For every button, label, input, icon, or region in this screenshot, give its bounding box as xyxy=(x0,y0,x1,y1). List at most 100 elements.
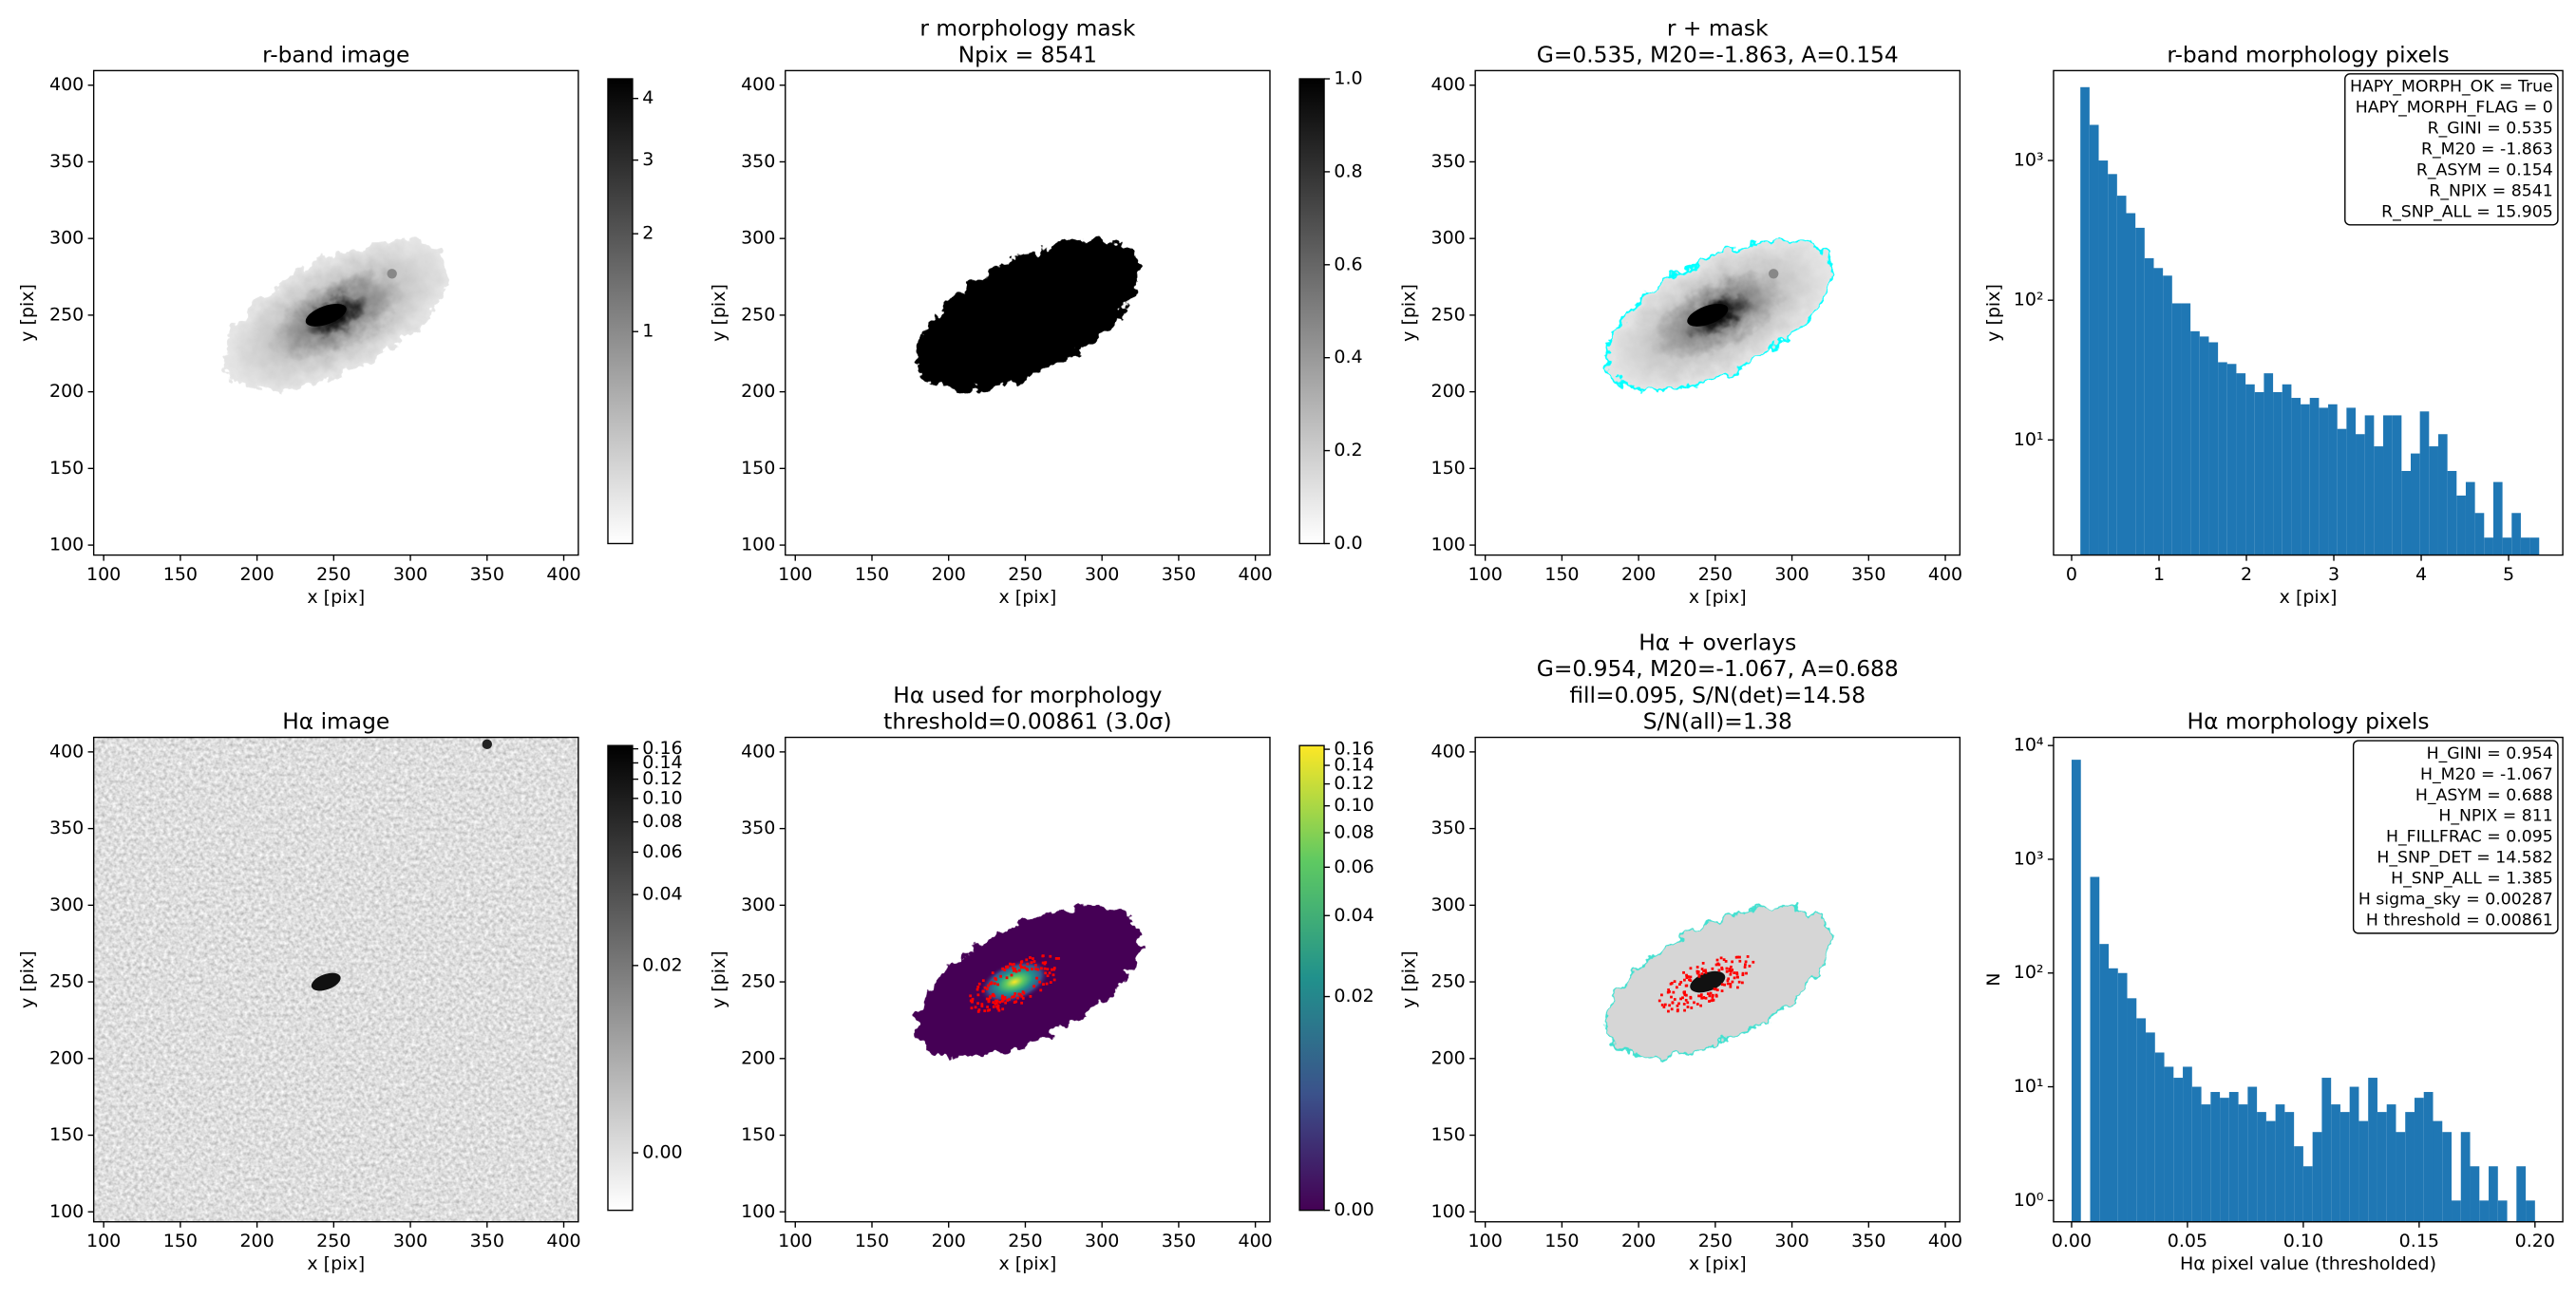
contour-dot xyxy=(1663,1003,1667,1006)
y-axis-label: y [pix] xyxy=(709,284,729,342)
hist-bar xyxy=(2263,373,2274,555)
galaxy-region xyxy=(916,239,1141,391)
contour-dot xyxy=(1014,1000,1018,1004)
colorbar-tick-label: 0.14 xyxy=(1334,755,1373,776)
contour-dot xyxy=(977,1008,981,1011)
x-tick-label: 100 xyxy=(1468,1231,1503,1251)
contour-dot xyxy=(1695,969,1699,973)
contour-dot xyxy=(1708,1000,1711,1003)
contour-dot xyxy=(1011,995,1014,999)
contour-dot xyxy=(1052,978,1056,982)
contour-dot xyxy=(1043,967,1047,970)
panel-title: r-band morphology pixels xyxy=(2167,41,2449,67)
y-tick-label: 250 xyxy=(1430,304,1465,325)
hist-bar xyxy=(2302,1166,2313,1222)
panel-title: G=0.954, M20=-1.067, A=0.688 xyxy=(1537,655,1899,682)
contour-dot xyxy=(1672,990,1676,994)
annotation-line: H threshold = 0.00861 xyxy=(2366,912,2553,931)
contour-dot xyxy=(969,994,973,998)
x-tick-label: 300 xyxy=(1774,564,1809,585)
axes-frame xyxy=(785,69,1271,556)
contour-dot xyxy=(983,1009,987,1012)
x-axis-label: x [pix] xyxy=(307,1253,365,1274)
y-tick-label: 200 xyxy=(741,381,775,402)
x-tick-label: 250 xyxy=(316,1231,350,1251)
annotation-line: H_ASYM = 0.688 xyxy=(2415,786,2553,805)
contour-dot xyxy=(981,989,985,993)
x-tick-label: 100 xyxy=(778,1231,812,1251)
x-axis-label: x [pix] xyxy=(2280,587,2338,608)
contour-dot xyxy=(1677,1002,1680,1006)
contour-dot xyxy=(1020,1001,1024,1005)
contour-dot xyxy=(1671,1001,1675,1005)
x-tick-label: 150 xyxy=(1544,564,1579,585)
contour-dot xyxy=(983,986,987,989)
contour-dot xyxy=(987,984,990,988)
hist-bar xyxy=(2146,1032,2155,1222)
contour-dot xyxy=(1711,967,1714,970)
y-tick-label: 10⁰ xyxy=(2014,1190,2044,1211)
contour-dot xyxy=(1724,960,1728,963)
contour-dot xyxy=(1699,993,1703,997)
x-axis-label: x [pix] xyxy=(1689,1253,1747,1274)
contour-dot xyxy=(1670,995,1673,999)
contour-dot xyxy=(1733,971,1736,974)
contour-dot xyxy=(1018,993,1022,996)
colorbar xyxy=(607,78,634,545)
contour-dot xyxy=(1046,974,1050,978)
panel-title: S/N(all)=1.38 xyxy=(1643,707,1792,734)
hist-bar xyxy=(2377,1112,2387,1222)
x-tick-label: 0.05 xyxy=(2168,1231,2207,1251)
contour-dot xyxy=(1683,978,1686,982)
panel-title: r-band image xyxy=(262,41,409,67)
x-tick-label: 400 xyxy=(546,1231,580,1251)
y-tick-label: 150 xyxy=(1430,458,1465,479)
x-tick-label: 3 xyxy=(2328,564,2339,585)
x-tick-label: 0.10 xyxy=(2283,1231,2323,1251)
hist-bar xyxy=(2502,537,2512,555)
hist-bar xyxy=(2238,1104,2248,1222)
panel-title: Hα used for morphology xyxy=(893,682,1162,708)
hist-bar xyxy=(2511,513,2521,555)
contour-dot xyxy=(1013,969,1015,972)
annotation-line: H_GINI = 0.954 xyxy=(2427,744,2553,763)
x-tick-label: 400 xyxy=(546,564,580,585)
hist-bar xyxy=(2153,268,2164,555)
contour-dot xyxy=(1657,999,1661,1003)
contour-dot xyxy=(976,1002,979,1006)
y-axis-label: y [pix] xyxy=(709,950,729,1008)
contour-dot xyxy=(992,1005,995,1008)
contour-dot xyxy=(1025,958,1029,962)
x-tick-label: 400 xyxy=(1928,1231,1962,1251)
axes-frame xyxy=(785,736,1271,1223)
contour-dot xyxy=(994,978,997,981)
contour-dot xyxy=(997,1008,1001,1012)
hist-bar xyxy=(2282,384,2292,555)
panel-title: Npix = 8541 xyxy=(958,41,1097,67)
contour-dot xyxy=(1736,975,1739,979)
galaxy-core xyxy=(1687,303,1729,327)
contour-dot xyxy=(1752,960,1755,964)
contour-dot xyxy=(1741,971,1745,975)
contour-dot xyxy=(991,993,994,997)
contour-dot xyxy=(1041,961,1045,965)
contour-dot xyxy=(980,1003,984,1006)
contour-dot xyxy=(1702,969,1705,973)
hist-bar xyxy=(2516,1166,2527,1222)
y-tick-label: 150 xyxy=(49,458,84,479)
contour-dot xyxy=(987,997,991,1001)
y-tick-label: 350 xyxy=(741,818,775,838)
colorbar-tick-label: 0.02 xyxy=(642,954,682,975)
contour-dot xyxy=(995,1005,998,1008)
colorbar xyxy=(1298,78,1325,545)
contour-dot xyxy=(1748,965,1752,968)
contour-dot xyxy=(1745,971,1748,975)
hist-bar xyxy=(2257,1112,2266,1222)
hist-bar xyxy=(2470,1166,2480,1222)
hist-bar xyxy=(2339,1112,2350,1222)
colorbar-tick-label: 0.06 xyxy=(1334,856,1373,877)
hist-bar xyxy=(2154,1052,2165,1222)
x-tick-label: 150 xyxy=(1544,1231,1579,1251)
hist-bar xyxy=(2183,1066,2192,1222)
contour-dot xyxy=(1668,1004,1672,1007)
